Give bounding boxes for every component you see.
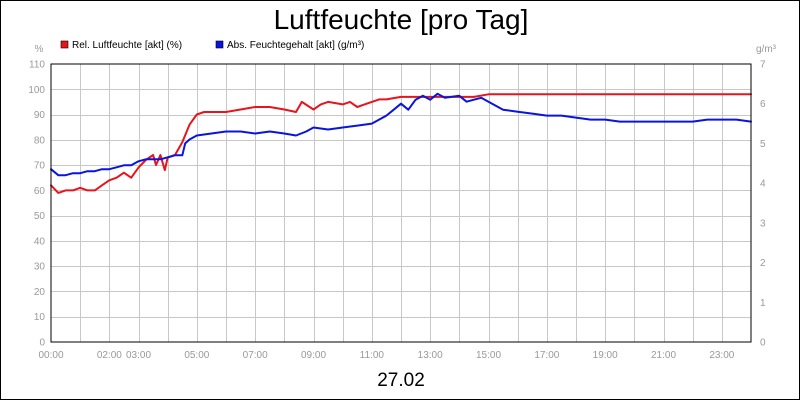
right-tick-label: 6 xyxy=(760,99,766,110)
x-tick-label: 09:00 xyxy=(301,350,326,361)
legend-swatch xyxy=(60,40,69,49)
left-tick-label: 0 xyxy=(39,338,45,349)
date-label: 27.02 xyxy=(377,370,425,391)
left-tick-label: 100 xyxy=(28,85,45,96)
legend-label: Rel. Luftfeuchte [akt] (%) xyxy=(72,40,182,51)
right-tick-label: 7 xyxy=(760,60,766,71)
left-tick-label: 70 xyxy=(34,161,46,172)
left-tick-label: 50 xyxy=(34,211,46,222)
series-line-rel-humidity xyxy=(50,93,752,194)
right-tick-label: 2 xyxy=(760,258,766,269)
x-tick-label: 00:00 xyxy=(38,350,63,361)
right-tick-label: 4 xyxy=(760,179,766,190)
series-group xyxy=(50,92,752,194)
x-tick-label: 11:00 xyxy=(360,350,385,361)
left-tick-label: 40 xyxy=(34,236,46,247)
legend-swatch xyxy=(215,40,224,49)
x-tick-label: 15:00 xyxy=(476,350,501,361)
right-tick-label: 5 xyxy=(760,139,766,150)
x-tick-label: 02:00 xyxy=(97,350,122,361)
x-tick-label: 05:00 xyxy=(184,350,209,361)
left-tick-label: 10 xyxy=(34,312,46,323)
left-tick-label: 90 xyxy=(34,110,46,121)
right-tick-label: 0 xyxy=(760,338,766,349)
left-tick-label: 30 xyxy=(34,262,46,273)
x-tick-label: 03:00 xyxy=(126,350,151,361)
left-axis-unit: % xyxy=(35,44,44,55)
plot-area xyxy=(50,63,752,343)
series-line-abs-humidity xyxy=(50,92,752,177)
x-tick-label: 13:00 xyxy=(418,350,443,361)
legend: Rel. Luftfeuchte [akt] (%) Abs. Feuchtege… xyxy=(60,40,364,51)
left-tick-label: 20 xyxy=(34,287,46,298)
chart-title: Luftfeuchte [pro Tag] xyxy=(274,4,529,35)
right-axis-ticks: 0 1 2 3 4 5 6 7 xyxy=(760,60,766,349)
x-tick-label: 19:00 xyxy=(593,350,618,361)
x-tick-label: 23:00 xyxy=(709,350,734,361)
grid xyxy=(51,64,751,342)
right-tick-label: 1 xyxy=(760,298,766,309)
x-axis-ticks: 00:00 02:00 03:00 05:00 07:00 09:00 11:00 13:00… xyxy=(38,350,734,361)
x-tick-label: 07:00 xyxy=(243,350,268,361)
left-axis-ticks: 0 10 20 30 40 50 60 70 80 90 100 110 xyxy=(28,60,45,349)
legend-label: Abs. Feuchtegehalt [akt] (g/m³) xyxy=(227,40,364,51)
left-tick-label: 60 xyxy=(34,186,46,197)
left-tick-label: 110 xyxy=(29,60,45,71)
x-tick-label: 17:00 xyxy=(534,350,559,361)
left-tick-label: 80 xyxy=(34,135,46,146)
right-axis-unit: g/m³ xyxy=(756,44,777,55)
x-tick-label: 21:00 xyxy=(651,350,676,361)
right-tick-label: 3 xyxy=(760,218,766,229)
